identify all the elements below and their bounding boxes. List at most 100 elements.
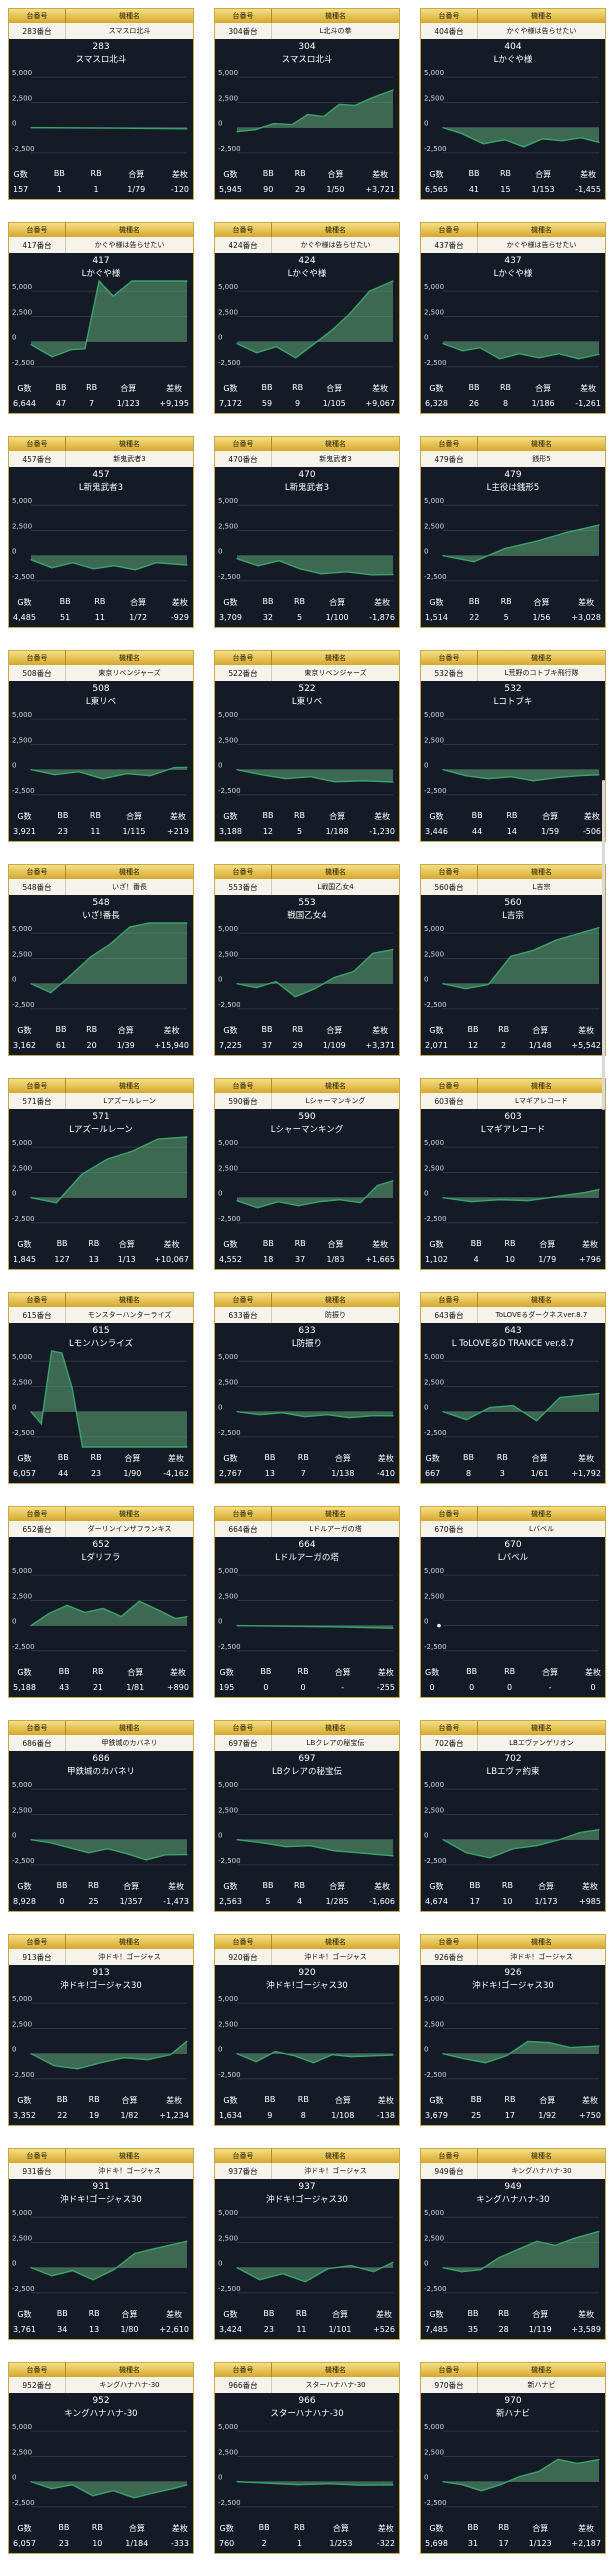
machine-card[interactable]: 台番号 機種名 702番台 LBエヴァンゲリオン 702 LBエヴァ約束 5,000 2,50… <box>420 1720 606 1912</box>
machine-card[interactable]: 台番号 機種名 424番台 かぐや様は告らせたい 424 Lかぐや様 5,000 2,500 0… <box>214 222 400 414</box>
slump-point <box>236 769 238 771</box>
slump-point <box>236 558 238 560</box>
slump-point <box>314 988 316 990</box>
stat-value: 1/285 <box>325 1897 349 1906</box>
stat-header: BB <box>264 2095 276 2104</box>
machine-number: 424 <box>298 256 316 266</box>
machine-card[interactable]: 台番号 機種名 937番台 沖ドキ！ゴージャス 937 沖ドキ!ゴージャス30 5,000 2… <box>214 2148 400 2340</box>
machine-badge: 437番台 <box>421 237 478 253</box>
card-header: 台番号 機種名 <box>215 865 399 879</box>
slump-point <box>255 2061 257 2063</box>
machine-card[interactable]: 台番号 機種名 952番台 キングハナハナ-30 952 キングハナハナ-30 5,000 2… <box>8 2362 194 2554</box>
slump-point <box>579 1831 581 1834</box>
stat-value: - <box>341 1683 345 1692</box>
y-tick-label: 5,000 <box>12 497 32 505</box>
machine-card[interactable]: 台番号 機種名 560番台 L吉宗 560 L吉宗 5,000 2,500 0 -2,500 G数 B… <box>420 864 606 1056</box>
slump-point <box>489 1406 491 1409</box>
slump-chart: 5,000 2,500 0 -2,500 <box>12 922 188 1010</box>
machine-card[interactable]: 台番号 機種名 931番台 沖ドキ！ゴージャス 931 沖ドキ!ゴージャス30 5,000 2… <box>8 2148 194 2340</box>
stat-value: 4 <box>473 1255 479 1264</box>
machine-card[interactable]: 台番号 機種名 664番台 Lドルアーガの塔 664 Lドルアーガの塔 5,000 2,500… <box>214 1506 400 1698</box>
machine-card[interactable]: 台番号 機種名 404番台 かぐや様は告らせたい 404 Lかぐや様 5,000 2,500 0… <box>420 8 606 200</box>
stat-diff: +5,542 <box>571 1041 601 1050</box>
y-tick-label: 5,000 <box>12 925 32 933</box>
machine-card[interactable]: 台番号 機種名 590番台 Lシャーマンキング 590 Lシャーマンキング 5,000 2,5… <box>214 1078 400 1270</box>
machine-card[interactable]: 台番号 機種名 970番台 新ハナビ 970 新ハナビ 5,000 2,500 0 -2,500 G… <box>420 2362 606 2554</box>
machine-card[interactable]: 台番号 機種名 686番台 甲鉄城のカバネリ 686 甲鉄城のカバネリ 5,000 2,500… <box>8 1720 194 1912</box>
stats-table: G数 BB RB 合算 差枚 1,845 127 13 1/13 +10,067 <box>13 1239 189 1267</box>
machine-model: 沖ドキ!ゴージャス30 <box>266 1981 348 1991</box>
machine-card[interactable]: 台番号 機種名 283番台 スマスロ北斗 283 スマスロ北斗 5,000 2,500 0 -2,… <box>8 8 194 200</box>
model-short-name: 沖ドキ！ゴージャス <box>98 1953 161 1961</box>
slump-point <box>333 1850 335 1852</box>
slump-point <box>373 2271 375 2273</box>
scrollbar[interactable] <box>602 780 605 1110</box>
stat-value: 10 <box>504 1255 516 1264</box>
slump-chart: 5,000 2,500 0 -2,500 <box>218 1781 394 1866</box>
model-short-name: 沖ドキ！ゴージャス <box>304 1953 367 1961</box>
card-header: 台番号 機種名 <box>9 2363 193 2377</box>
slump-area <box>237 90 393 132</box>
y-tick-label: 2,500 <box>218 950 238 958</box>
slump-point <box>499 1199 501 1201</box>
machine-card[interactable]: 台番号 機種名 571番台 Lアズールレーン 571 Lアズールレーン 5,000 2,500… <box>8 1078 194 1270</box>
stats-table: G数 BB RB 合算 差枚 157 1 1 1/79 -120 <box>13 169 189 197</box>
machine-no-header: 台番号 <box>215 1721 272 1735</box>
card-header: 台番号 機種名 <box>215 1721 399 1735</box>
machine-card[interactable]: 台番号 機種名 913番台 沖ドキ！ゴージャス 913 沖ドキ!ゴージャス30 5,000 2… <box>8 1934 194 2126</box>
card-header: 台番号 機種名 <box>9 1293 193 1307</box>
machine-card[interactable]: 台番号 機種名 532番台 L荒野のコトブキ飛行隊 532 Lコトブキ 5,000 2,500… <box>420 650 606 842</box>
machine-card[interactable]: 台番号 機種名 670番台 Lバベル 670 Lバベル 5,000 2,500 0 -2,500 G… <box>420 1506 606 1698</box>
stat-value: 13 <box>89 2325 100 2334</box>
slump-point <box>236 2053 238 2055</box>
stats-table: G数 BB RB 合算 差枚 3,424 23 11 1/101 +526 <box>219 2309 395 2337</box>
slump-point <box>442 983 444 985</box>
y-tick-label: 2,500 <box>12 1592 32 1600</box>
model-header: 機種名 <box>325 2366 346 2374</box>
machine-card[interactable]: 台番号 機種名 633番台 防振り 633 L防振り 5,000 2,500 0 -2,500 G数… <box>214 1292 400 1484</box>
slump-point <box>338 103 340 105</box>
machine-card[interactable]: 台番号 機種名 920番台 沖ドキ！ゴージャス 920 沖ドキ!ゴージャス30 5,000 2… <box>214 1934 400 2126</box>
slump-point <box>392 2261 394 2263</box>
machine-card[interactable]: 台番号 機種名 417番台 かぐや様は告らせたい 417 Lかぐや様 5,000 2,500 0… <box>8 222 194 414</box>
model-header: 機種名 <box>119 654 140 662</box>
model-header: 機種名 <box>325 1296 346 1304</box>
machine-card[interactable]: 台番号 機種名 437番台 かぐや様は告らせたい 437 Lかぐや様 5,000 2,500 0… <box>420 222 606 414</box>
stat-header: 合算 <box>128 170 145 179</box>
machine-card[interactable]: 台番号 機種名 548番台 いざ！番長 548 いざ!番長 5,000 2,500 0 -2,50… <box>8 864 194 1056</box>
machine-card[interactable]: 台番号 機種名 457番台 新鬼武者3 457 L新鬼武者3 5,000 2,500 0 -2,5… <box>8 436 194 628</box>
machine-card[interactable]: 台番号 機種名 304番台 L北斗の拳 304 スマスロ北斗 5,000 2,500 0 -2,5… <box>214 8 400 200</box>
slump-area <box>237 2051 393 2063</box>
card-subheader: 652番台 ダーリンインザフランキス <box>9 1521 193 1537</box>
machine-card[interactable]: 台番号 機種名 652番台 ダーリンインザフランキス 652 Lダリフラ 5,000 2,50… <box>8 1506 194 1698</box>
y-tick-label: 2,500 <box>424 1806 444 1814</box>
machine-card[interactable]: 台番号 機種名 966番台 スターハナハナ-30 966 スターハナハナ-30 5,000 2… <box>214 2362 400 2554</box>
machine-card[interactable]: 台番号 機種名 643番台 ToLOVEるダークネスver.8.7 643 L ToLOV… <box>420 1292 606 1484</box>
stat-value: 1/79 <box>127 185 146 194</box>
machine-card[interactable]: 台番号 機種名 615番台 モンスターハンターライズ 615 Lモンハンライズ 5,000 2… <box>8 1292 194 1484</box>
card-header: 台番号 機種名 <box>421 1507 605 1521</box>
machine-card[interactable]: 台番号 機種名 949番台 キングハナハナ-30 949 キングハナハナ-30 5,000 2… <box>420 2148 606 2340</box>
slump-point <box>359 2484 361 2486</box>
slump-line <box>236 89 394 133</box>
machine-card[interactable]: 台番号 機種名 508番台 東京リベンジャーズ 508 L東リベ 5,000 2,500 0 -2… <box>8 650 194 842</box>
stat-header: RB <box>86 383 98 392</box>
stat-header: BB <box>55 383 67 392</box>
slump-point <box>257 565 259 567</box>
y-tick-label: 5,000 <box>424 69 444 77</box>
machine-card[interactable]: 台番号 機種名 603番台 Lマギアレコード 603 Lマギアレコード 5,000 2,500… <box>420 1078 606 1270</box>
stat-header: 差枚 <box>375 2310 392 2319</box>
machine-card[interactable]: 台番号 機種名 697番台 LBクレアの秘宝伝 697 LBクレアの秘宝伝 5,000 2,5… <box>214 1720 400 1912</box>
slump-point <box>442 2481 444 2483</box>
slump-point <box>372 952 374 954</box>
slump-point <box>535 540 537 543</box>
machine-card[interactable]: 台番号 機種名 926番台 沖ドキ！ゴージャス 926 沖ドキ!ゴージャス30 5,000 2… <box>420 1934 606 2126</box>
machine-card[interactable]: 台番号 機種名 522番台 東京リベンジャーズ 522 L東リベ 5,000 2,500 0 -2… <box>214 650 400 842</box>
machine-card[interactable]: 台番号 機種名 470番台 新鬼武者3 470 L新鬼武者3 5,000 2,500 0 -2,5… <box>214 436 400 628</box>
stat-header: RB <box>89 811 101 820</box>
machine-no-header: 台番号 <box>421 651 478 665</box>
stat-header: G数 <box>223 2096 238 2105</box>
model-short-name: L北斗の拳 <box>319 27 352 35</box>
machine-card[interactable]: 台番号 機種名 479番台 銭形5 479 L主役は銭形5 5,000 2,500 0 -2,50… <box>420 436 606 628</box>
machine-card[interactable]: 台番号 機種名 553番台 L戦国乙女4 553 戦国乙女4 5,000 2,500 0 -2,5… <box>214 864 400 1056</box>
